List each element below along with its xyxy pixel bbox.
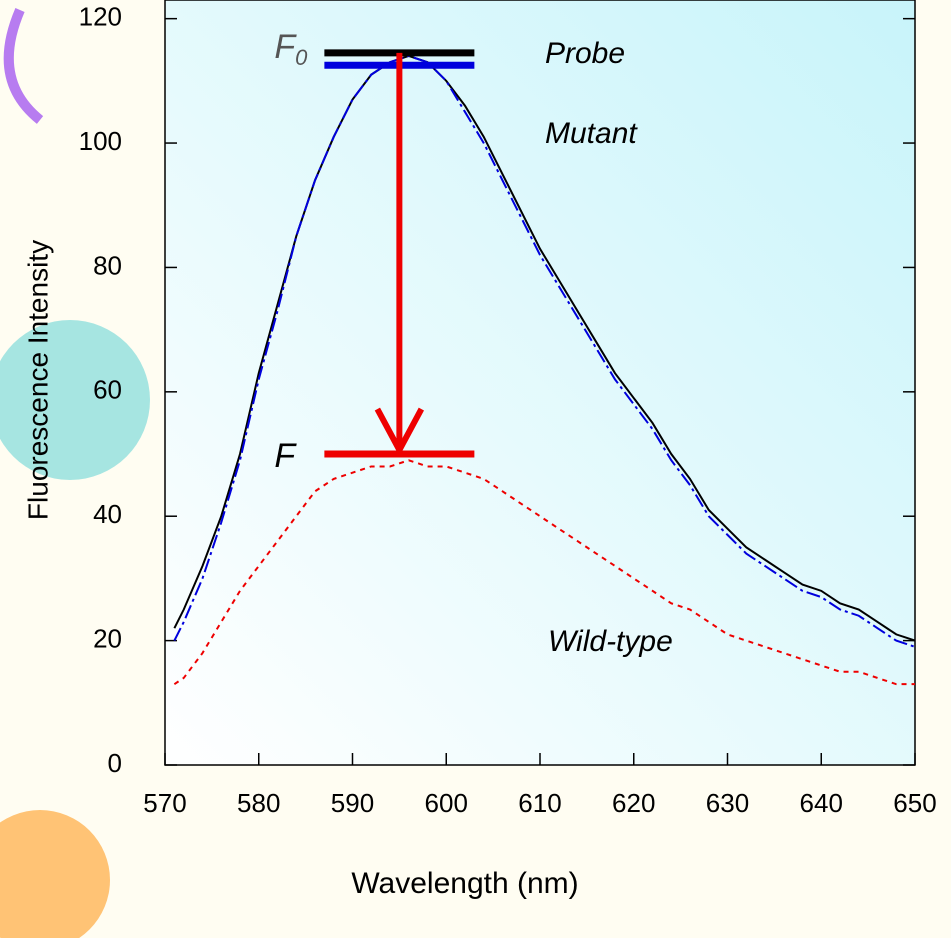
y-tick-label: 60: [93, 375, 122, 405]
x-tick-label: 600: [425, 788, 468, 818]
series-label: Probe: [545, 37, 625, 70]
f0-label: F0: [274, 28, 308, 70]
series-label: Wild-type: [548, 625, 673, 658]
f-label: F: [274, 437, 297, 475]
y-tick-label: 80: [93, 250, 122, 280]
decoration: [3, 8, 44, 124]
y-tick-label: 0: [108, 748, 122, 778]
x-axis-label: Wavelength (nm): [351, 867, 578, 900]
x-tick-label: 620: [612, 788, 655, 818]
y-tick-label: 100: [79, 126, 122, 156]
y-axis-label: Fluorescence Intensity: [22, 240, 53, 520]
x-tick-label: 630: [706, 788, 749, 818]
f0-letter: F: [274, 28, 297, 66]
series-label: Mutant: [545, 117, 638, 150]
arrow-head: [374, 407, 425, 457]
x-tick-label: 590: [331, 788, 374, 818]
x-tick-label: 570: [143, 788, 186, 818]
decoration: [0, 320, 150, 480]
series-line: [173, 459, 915, 686]
x-tick-label: 640: [800, 788, 843, 818]
x-tick-label: 580: [237, 788, 280, 818]
y-tick-label: 40: [93, 499, 122, 529]
y-tick-label: 20: [93, 623, 122, 653]
plot-area: [164, 0, 916, 766]
decoration: [0, 810, 110, 938]
f0-subscript: 0: [295, 45, 308, 70]
series-line: [173, 54, 916, 648]
y-tick-label: 120: [79, 2, 122, 32]
x-tick-label: 610: [518, 788, 561, 818]
series-line: [173, 54, 916, 642]
x-tick-label: 650: [893, 788, 936, 818]
